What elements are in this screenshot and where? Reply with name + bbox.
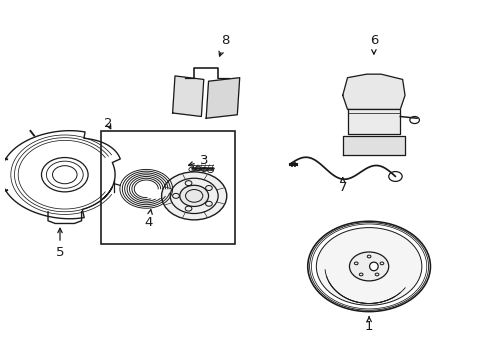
Circle shape bbox=[161, 172, 226, 220]
Text: 1: 1 bbox=[364, 317, 372, 333]
Polygon shape bbox=[172, 76, 203, 117]
Text: 8: 8 bbox=[219, 34, 229, 56]
Text: 6: 6 bbox=[369, 34, 377, 54]
Text: 2: 2 bbox=[103, 117, 112, 130]
Circle shape bbox=[349, 252, 388, 281]
Text: 5: 5 bbox=[56, 228, 64, 259]
Circle shape bbox=[180, 185, 208, 207]
Circle shape bbox=[316, 228, 421, 305]
Text: 7: 7 bbox=[338, 177, 346, 194]
Circle shape bbox=[386, 86, 397, 94]
Polygon shape bbox=[342, 136, 404, 155]
Polygon shape bbox=[206, 78, 239, 118]
Polygon shape bbox=[347, 109, 399, 134]
Circle shape bbox=[372, 114, 393, 130]
Circle shape bbox=[349, 86, 361, 94]
Ellipse shape bbox=[369, 262, 377, 271]
Polygon shape bbox=[342, 74, 404, 109]
Circle shape bbox=[353, 114, 374, 130]
Circle shape bbox=[41, 158, 88, 192]
Bar bbox=[101, 131, 234, 243]
Text: 4: 4 bbox=[144, 210, 153, 229]
Text: 3: 3 bbox=[188, 154, 207, 167]
